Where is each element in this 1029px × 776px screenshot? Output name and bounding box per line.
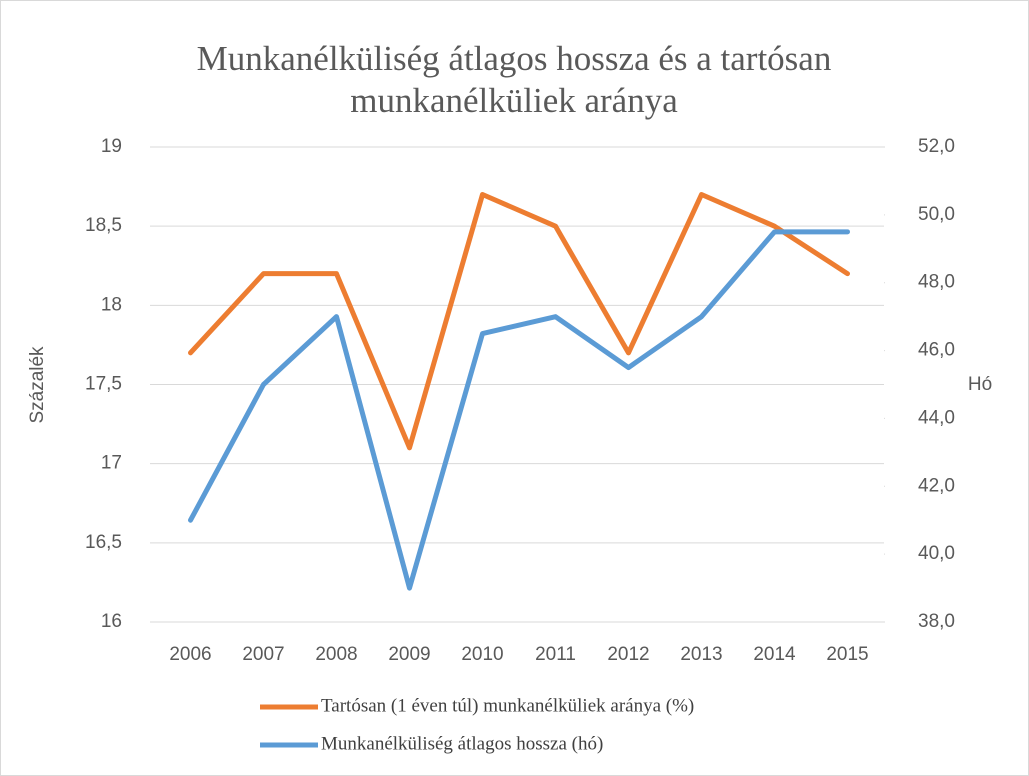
y2-tick-label: 38,0 [918,611,955,632]
y-tick-label: 19 [101,136,122,157]
legend-label: Tartósan (1 éven túl) munkanélküliek ará… [321,695,694,716]
y2-tick-label: 50,0 [918,204,955,225]
y-tick-label: 16,5 [85,532,122,553]
series-line [188,229,850,591]
x-tick-label: 2011 [535,644,576,665]
x-tick-label: 2006 [169,644,211,665]
y-tick-label: 18 [101,294,122,315]
legend-label: Munkanélküliség átlagos hossza (hó) [321,733,603,754]
series-line [188,192,850,451]
y2-tick-label: 48,0 [918,272,955,293]
y-tick-label: 18,5 [85,215,122,236]
x-tick-label: 2012 [607,644,649,665]
y-tick-label: 17,5 [85,374,122,395]
x-tick-label: 2009 [388,644,430,665]
y2-tick-label: 40,0 [918,543,955,564]
y2-axis-label: Hó [968,374,992,395]
x-tick-label: 2013 [680,644,722,665]
x-tick-label: 2008 [315,644,357,665]
x-tick-label: 2015 [826,644,868,665]
y2-tick-label: 46,0 [918,340,955,361]
y2-tick-label: 52,0 [918,136,955,157]
y-tick-label: 16 [101,611,122,632]
x-tick-label: 2014 [753,644,796,665]
y2-tick-label: 44,0 [918,407,955,428]
x-tick-label: 2007 [242,644,284,665]
y2-tick-label: 42,0 [918,475,955,496]
chart-title: Munkanélküliség átlagos hossza és a tart… [196,39,832,120]
x-tick-label: 2010 [461,644,503,665]
y-axis-label: Százalék [27,346,48,424]
y-tick-label: 17 [101,453,122,474]
